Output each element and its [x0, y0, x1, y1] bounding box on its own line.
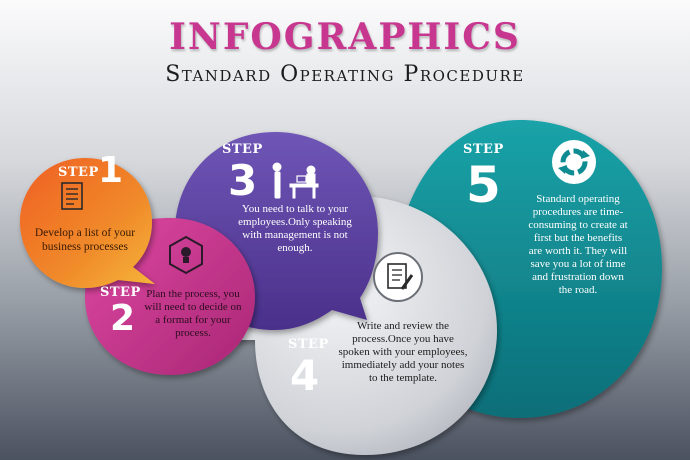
step-4-number: 4: [290, 351, 320, 400]
step-1-text: Develop a list of your business processe…: [34, 227, 136, 253]
cycle-arrows-icon: [552, 140, 596, 184]
step-4-label: STEP: [288, 337, 329, 352]
step-2-number: 2: [110, 298, 136, 339]
page-title: INFOGRAPHICS: [169, 16, 521, 58]
document-pen-icon: [373, 252, 423, 302]
lightbulb-icon: [169, 235, 203, 275]
page-subtitle: Standard Operating Procedure: [165, 62, 525, 87]
step-5-number: 5: [466, 156, 501, 214]
step-1-number: 1: [98, 150, 124, 191]
step-4-text: Write and review the process.Once you ha…: [338, 320, 468, 384]
step-3-number: 3: [228, 156, 258, 205]
document-icon: [61, 182, 83, 210]
step-5-label: STEP: [463, 142, 504, 157]
step-3-label: STEP: [222, 142, 263, 157]
person-at-desk-icon: [272, 162, 319, 199]
step-2-label: STEP: [100, 285, 141, 300]
step-3-text: You need to talk to your employees.Only …: [238, 203, 352, 254]
step-5-text: Standard operating procedures are time-c…: [528, 193, 628, 296]
step-2-text: Plan the process, you will need to decid…: [144, 288, 242, 339]
step-1-bubble: [20, 158, 155, 288]
step-1-label: STEP: [58, 165, 99, 180]
